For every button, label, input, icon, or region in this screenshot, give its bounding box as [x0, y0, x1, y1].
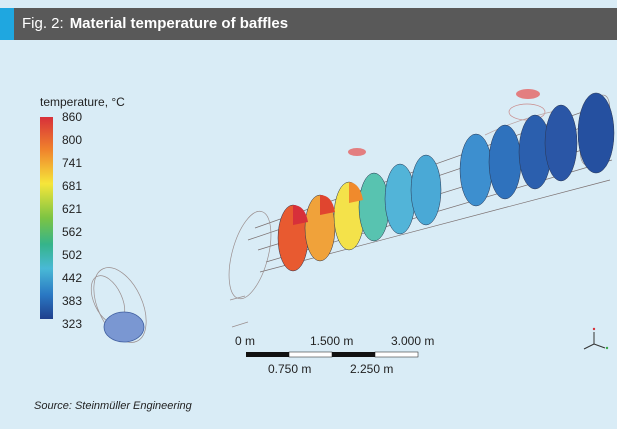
scale-label-top: 1.500 m — [310, 334, 354, 348]
figure-number: Fig. 2: — [22, 15, 64, 32]
axis-triad-icon — [583, 327, 609, 350]
scale-label-bottom: 2.250 m — [350, 362, 394, 376]
red-flame-ellipse — [348, 89, 540, 156]
baffle — [544, 104, 578, 182]
legend-title: temperature, °C — [40, 95, 125, 109]
figure-title: Fig. 2: Material temperature of baffles — [22, 8, 288, 40]
scale-bar — [246, 351, 419, 358]
scale-label-top: 3.000 m — [391, 334, 435, 348]
baffle — [384, 163, 416, 235]
temperature-colorbar — [40, 117, 53, 319]
legend-tick: 383 — [62, 294, 83, 308]
scale-label-bottom: 0.750 m — [268, 362, 312, 376]
baffle — [577, 92, 615, 174]
figure-header: Fig. 2: Material temperature of baffles — [0, 8, 617, 40]
figure-title-text: Material temperature of baffles — [69, 15, 289, 32]
legend-tick: 681 — [62, 179, 83, 193]
legend-tick: 860 — [62, 110, 83, 124]
legend-tick: 323 — [62, 317, 83, 331]
baffle — [410, 154, 442, 226]
inlet-disc — [103, 311, 145, 343]
header-accent-bar — [0, 8, 14, 40]
legend-tick: 442 — [62, 271, 83, 285]
legend-tick: 621 — [62, 202, 83, 216]
figure-source: Source: Steinmüller Engineering — [34, 400, 192, 412]
legend-tick: 741 — [62, 156, 83, 170]
legend-tick: 502 — [62, 248, 83, 262]
legend-tick: 562 — [62, 225, 83, 239]
baffle — [358, 172, 390, 242]
legend-tick: 800 — [62, 133, 83, 147]
baffles — [277, 92, 615, 272]
baffle — [459, 133, 493, 207]
baffle — [488, 124, 522, 200]
scale-label-top: 0 m — [235, 334, 256, 348]
